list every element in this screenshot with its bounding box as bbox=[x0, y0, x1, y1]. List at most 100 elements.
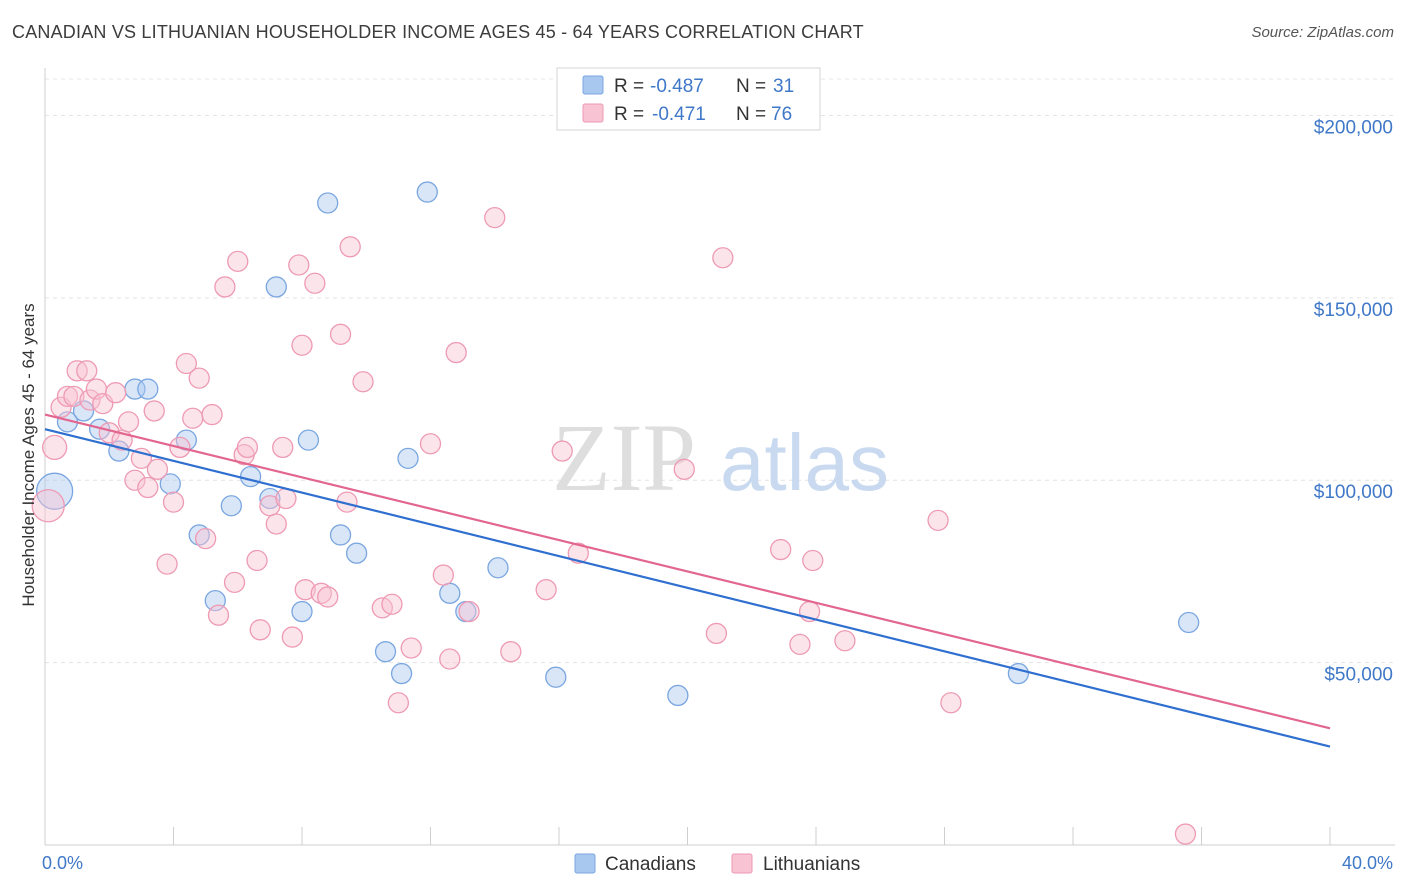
point-canadians bbox=[72, 400, 95, 422]
source-label: Source: ZipAtlas.com bbox=[1251, 24, 1394, 41]
point-lithuanians bbox=[940, 692, 962, 714]
legend-top: R = -0.487 N = 31 R = -0.471 N = 76 bbox=[556, 67, 821, 131]
point-lithuanians bbox=[79, 389, 101, 411]
legend-n-value-canadians: 31 bbox=[773, 76, 794, 97]
point-lithuanians bbox=[834, 630, 856, 652]
trend-line-canadians bbox=[44, 428, 1331, 748]
point-lithuanians bbox=[310, 582, 332, 604]
point-lithuanians bbox=[288, 254, 310, 276]
point-lithuanians bbox=[567, 542, 589, 564]
axes: $50,000 $100,000 $150,000 $200,000 0.0% 40.0% bbox=[42, 68, 1395, 873]
point-lithuanians bbox=[56, 385, 79, 407]
data-points bbox=[31, 181, 1200, 845]
point-canadians bbox=[374, 641, 397, 663]
watermark-atlas: atlas bbox=[720, 418, 889, 507]
point-canadians bbox=[137, 378, 159, 400]
point-canadians bbox=[239, 465, 262, 488]
point-lithuanians bbox=[207, 604, 230, 626]
point-canadians bbox=[439, 582, 461, 604]
point-canadians bbox=[297, 429, 320, 451]
x-tick-label-min: 0.0% bbox=[42, 853, 83, 873]
legend-r-value-lithuanians: -0.471 bbox=[652, 104, 706, 125]
point-lithuanians bbox=[294, 579, 316, 601]
point-lithuanians bbox=[381, 593, 403, 615]
point-lithuanians bbox=[223, 571, 246, 594]
point-canadians bbox=[1007, 662, 1030, 685]
grid-lines bbox=[45, 78, 1395, 664]
point-lithuanians bbox=[249, 619, 271, 641]
point-lithuanians bbox=[41, 434, 68, 461]
point-lithuanians bbox=[272, 436, 294, 459]
point-lithuanians bbox=[63, 385, 85, 407]
point-lithuanians bbox=[124, 469, 146, 491]
point-canadians bbox=[291, 600, 313, 623]
legend-n-label-canadians: N = bbox=[736, 76, 766, 97]
point-canadians bbox=[397, 447, 419, 470]
point-lithuanians bbox=[304, 272, 326, 294]
point-canadians bbox=[220, 495, 242, 517]
y-axis-label: Householder Income Ages 45 - 64 years bbox=[19, 303, 38, 606]
point-lithuanians bbox=[31, 489, 65, 523]
point-canadians bbox=[487, 557, 509, 579]
legend-bottom-swatch-canadians bbox=[574, 853, 596, 874]
point-lithuanians bbox=[802, 549, 824, 572]
legend-bottom-label-canadians: Canadians bbox=[605, 854, 696, 875]
y-tick-label: $200,000 bbox=[1314, 117, 1393, 138]
point-lithuanians bbox=[535, 579, 557, 601]
legend-swatch-lithuanians bbox=[582, 103, 604, 123]
point-lithuanians bbox=[317, 586, 339, 608]
point-lithuanians bbox=[236, 436, 259, 459]
point-canadians bbox=[390, 662, 413, 685]
point-lithuanians bbox=[281, 626, 304, 648]
point-lithuanians bbox=[137, 476, 159, 499]
point-lithuanians bbox=[789, 633, 811, 656]
point-lithuanians bbox=[400, 637, 422, 659]
point-canadians bbox=[188, 524, 210, 546]
point-lithuanians bbox=[387, 692, 410, 714]
point-lithuanians bbox=[673, 458, 695, 480]
y-tick-label: $50,000 bbox=[1324, 665, 1393, 686]
point-lithuanians bbox=[927, 509, 949, 532]
point-lithuanians bbox=[432, 564, 455, 586]
y-tick-label: $100,000 bbox=[1314, 482, 1393, 503]
point-canadians bbox=[345, 542, 368, 564]
point-lithuanians bbox=[156, 553, 178, 575]
point-lithuanians bbox=[175, 352, 198, 375]
legend-r-label-lithuanians: R = bbox=[614, 104, 644, 125]
point-lithuanians bbox=[445, 341, 467, 364]
legend-n-value-lithuanians: 76 bbox=[771, 104, 792, 125]
legend-bottom-swatch-lithuanians bbox=[731, 853, 753, 874]
point-canadians bbox=[416, 181, 438, 203]
legend-bottom-label-lithuanians: Lithuanians bbox=[763, 854, 860, 875]
point-lithuanians bbox=[291, 334, 313, 356]
point-lithuanians bbox=[201, 403, 223, 426]
point-lithuanians bbox=[712, 247, 734, 269]
point-lithuanians bbox=[214, 276, 236, 298]
point-lithuanians bbox=[484, 206, 506, 229]
point-canadians bbox=[265, 276, 287, 298]
point-lithuanians bbox=[265, 513, 287, 535]
trend-lines bbox=[44, 413, 1331, 748]
legend-r-value-canadians: -0.487 bbox=[650, 76, 704, 97]
point-lithuanians bbox=[117, 411, 140, 433]
legend-r-label-canadians: R = bbox=[614, 76, 644, 97]
point-lithuanians bbox=[1174, 823, 1197, 845]
point-lithuanians bbox=[329, 323, 352, 345]
point-lithuanians bbox=[143, 400, 165, 422]
legend-swatch-canadians bbox=[582, 75, 604, 95]
point-canadians bbox=[1178, 611, 1200, 634]
point-lithuanians bbox=[705, 622, 728, 645]
point-lithuanians bbox=[182, 407, 204, 429]
point-canadians bbox=[667, 684, 689, 707]
point-lithuanians bbox=[439, 648, 461, 670]
point-lithuanians bbox=[162, 491, 185, 513]
point-canadians bbox=[329, 524, 352, 546]
watermark-zip: ZIP bbox=[552, 404, 696, 511]
point-lithuanians bbox=[194, 527, 217, 550]
point-lithuanians bbox=[76, 360, 98, 382]
point-lithuanians bbox=[551, 440, 573, 462]
point-lithuanians bbox=[188, 367, 210, 389]
point-lithuanians bbox=[146, 458, 169, 480]
point-lithuanians bbox=[770, 538, 792, 561]
